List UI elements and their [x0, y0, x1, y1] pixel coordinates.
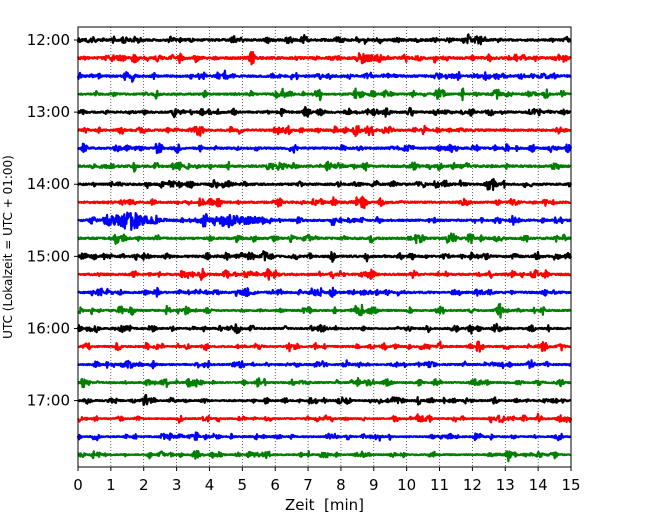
trace-line — [76, 69, 572, 83]
x-tick-label: 3 — [172, 476, 182, 494]
x-tick-label: 5 — [238, 476, 248, 494]
seismic-traces — [76, 33, 573, 463]
trace-line — [77, 250, 573, 263]
trace-line — [76, 33, 572, 46]
x-tick-label: 1 — [106, 476, 116, 494]
x-tick-label: 12 — [463, 476, 482, 494]
x-tick-label: 6 — [270, 476, 280, 494]
x-tick-label: 11 — [430, 476, 449, 494]
y-tick-label: 14:00 — [27, 175, 70, 193]
y-tick-label: 12:00 — [27, 31, 70, 49]
x-tick-label: 15 — [561, 476, 580, 494]
trace-line — [77, 376, 572, 389]
trace-line — [77, 211, 572, 231]
trace-line — [77, 286, 572, 298]
trace-line — [77, 449, 572, 463]
y-axis-label: UTC (Lokalzeit = UTC + 01:00) — [1, 155, 15, 339]
y-tick-label: 13:00 — [27, 103, 70, 121]
x-tick-label: 7 — [303, 476, 313, 494]
x-tick-label: 10 — [397, 476, 416, 494]
x-tick-label: 13 — [496, 476, 515, 494]
trace-line — [76, 142, 573, 155]
trace-line — [76, 50, 572, 66]
y-tick-label: 16:00 — [27, 319, 70, 337]
trace-line — [77, 87, 572, 102]
x-tick-label: 2 — [139, 476, 149, 494]
x-tick-label: 4 — [205, 476, 215, 494]
x-axis-label: Zeit [min] — [285, 496, 364, 514]
y-tick-label: 15:00 — [27, 247, 70, 265]
x-tick-label: 14 — [529, 476, 548, 494]
plot-frame — [77, 26, 572, 468]
trace-line — [77, 105, 572, 119]
trace-line — [76, 322, 572, 335]
trace-line — [76, 412, 573, 424]
x-tick-label: 8 — [336, 476, 346, 494]
trace-line — [77, 195, 572, 210]
trace-line — [76, 431, 572, 442]
trace-line — [77, 232, 572, 245]
y-tick-label: 17:00 — [27, 392, 70, 410]
trace-line — [77, 302, 572, 319]
trace-line — [77, 177, 573, 192]
trace-line — [77, 160, 572, 173]
x-tick-label: 0 — [73, 476, 83, 494]
trace-line — [77, 393, 572, 407]
trace-line — [77, 267, 572, 281]
trace-line — [77, 359, 572, 370]
trace-line — [77, 340, 572, 353]
x-axis-ticks: 0 1 2 3 4 5 6 7 8 9 10 11 12 13 14 15 — [73, 467, 581, 494]
trace-line — [77, 124, 572, 138]
y-axis-ticks: 12:00 13:00 14:00 15:00 16:00 17:00 — [27, 31, 78, 410]
x-tick-label: 9 — [369, 476, 379, 494]
vertical-grid — [110, 27, 539, 467]
